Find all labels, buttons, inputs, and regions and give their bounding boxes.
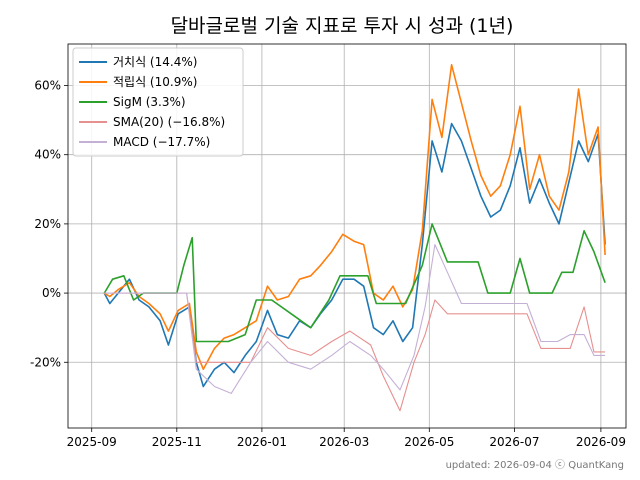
legend: 거치식 (14.4%) 적립식 (10.9%) SigM (3.3%) SMA(20)… <box>72 47 244 157</box>
y-tick-label: 20% <box>34 217 61 231</box>
x-tick-label: 2026-03 <box>319 435 369 449</box>
x-tick-label: 2026-05 <box>404 435 454 449</box>
series-line-5 <box>104 244 606 394</box>
series-line-4 <box>104 292 606 412</box>
legend-label: SMA(20) (−16.8%) <box>113 115 225 129</box>
x-tick-label: 2025-09 <box>67 435 117 449</box>
legend-box <box>72 47 244 157</box>
series-line-1 <box>103 122 606 388</box>
y-tick-label: 0% <box>42 286 61 300</box>
series-line-2 <box>103 64 606 370</box>
y-tick-label: 40% <box>34 148 61 162</box>
axis-layer: 2025-09 2025-11 2026-01 2026-03 2026-05 2026-… <box>30 79 626 449</box>
x-tick-label: 2025-11 <box>152 435 202 449</box>
y-tick-label: -20% <box>30 355 61 369</box>
legend-label: 적립식 (10.9%) <box>113 75 197 89</box>
legend-label: MACD (−17.7%) <box>113 135 210 149</box>
chart-title: 달바글로벌 기술 지표로 투자 시 성과 (1년) <box>171 15 514 37</box>
x-tick-label: 2026-01 <box>237 435 287 449</box>
series-line-3 <box>103 223 606 343</box>
footer-credit: updated: 2026-09-04 ⓒ QuantKang <box>446 459 624 471</box>
y-tick-label: 60% <box>34 79 61 93</box>
x-tick-label: 2026-09 <box>576 435 626 449</box>
series-layer <box>103 64 606 412</box>
legend-label: 거치식 (14.4%) <box>113 55 197 69</box>
plot-frame <box>67 43 627 429</box>
legend-label: SigM (3.3%) <box>113 95 186 109</box>
x-tick-label: 2026-07 <box>489 435 539 449</box>
